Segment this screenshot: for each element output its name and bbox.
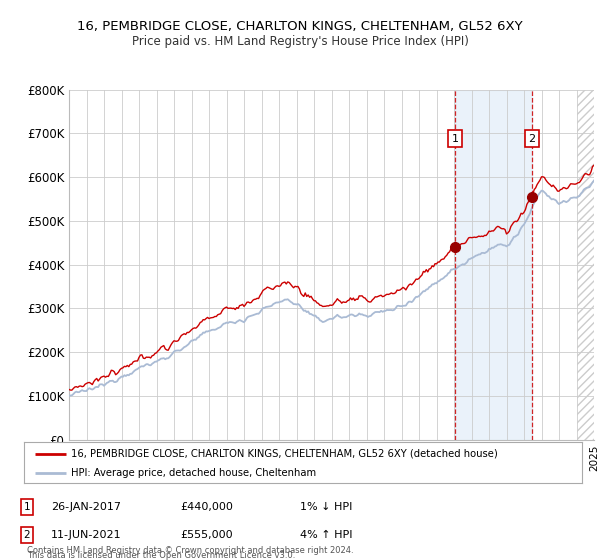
Text: Price paid vs. HM Land Registry's House Price Index (HPI): Price paid vs. HM Land Registry's House … xyxy=(131,35,469,48)
Text: 2: 2 xyxy=(23,530,31,540)
Text: 4% ↑ HPI: 4% ↑ HPI xyxy=(300,530,353,540)
Bar xyxy=(577,90,600,440)
Text: This data is licensed under the Open Government Licence v3.0.: This data is licensed under the Open Gov… xyxy=(27,551,295,560)
Text: 2: 2 xyxy=(529,134,535,143)
Text: HPI: Average price, detached house, Cheltenham: HPI: Average price, detached house, Chel… xyxy=(71,468,317,478)
Text: £555,000: £555,000 xyxy=(180,530,233,540)
Text: 11-JUN-2021: 11-JUN-2021 xyxy=(51,530,122,540)
Bar xyxy=(577,90,600,440)
Bar xyxy=(455,90,532,440)
Text: Contains HM Land Registry data © Crown copyright and database right 2024.: Contains HM Land Registry data © Crown c… xyxy=(27,545,353,555)
Text: £440,000: £440,000 xyxy=(180,502,233,512)
Text: 16, PEMBRIDGE CLOSE, CHARLTON KINGS, CHELTENHAM, GL52 6XY: 16, PEMBRIDGE CLOSE, CHARLTON KINGS, CHE… xyxy=(77,20,523,32)
Text: 1: 1 xyxy=(452,134,459,143)
Text: 16, PEMBRIDGE CLOSE, CHARLTON KINGS, CHELTENHAM, GL52 6XY (detached house): 16, PEMBRIDGE CLOSE, CHARLTON KINGS, CHE… xyxy=(71,449,498,459)
Text: 1: 1 xyxy=(23,502,31,512)
Text: 1% ↓ HPI: 1% ↓ HPI xyxy=(300,502,352,512)
Text: 26-JAN-2017: 26-JAN-2017 xyxy=(51,502,121,512)
